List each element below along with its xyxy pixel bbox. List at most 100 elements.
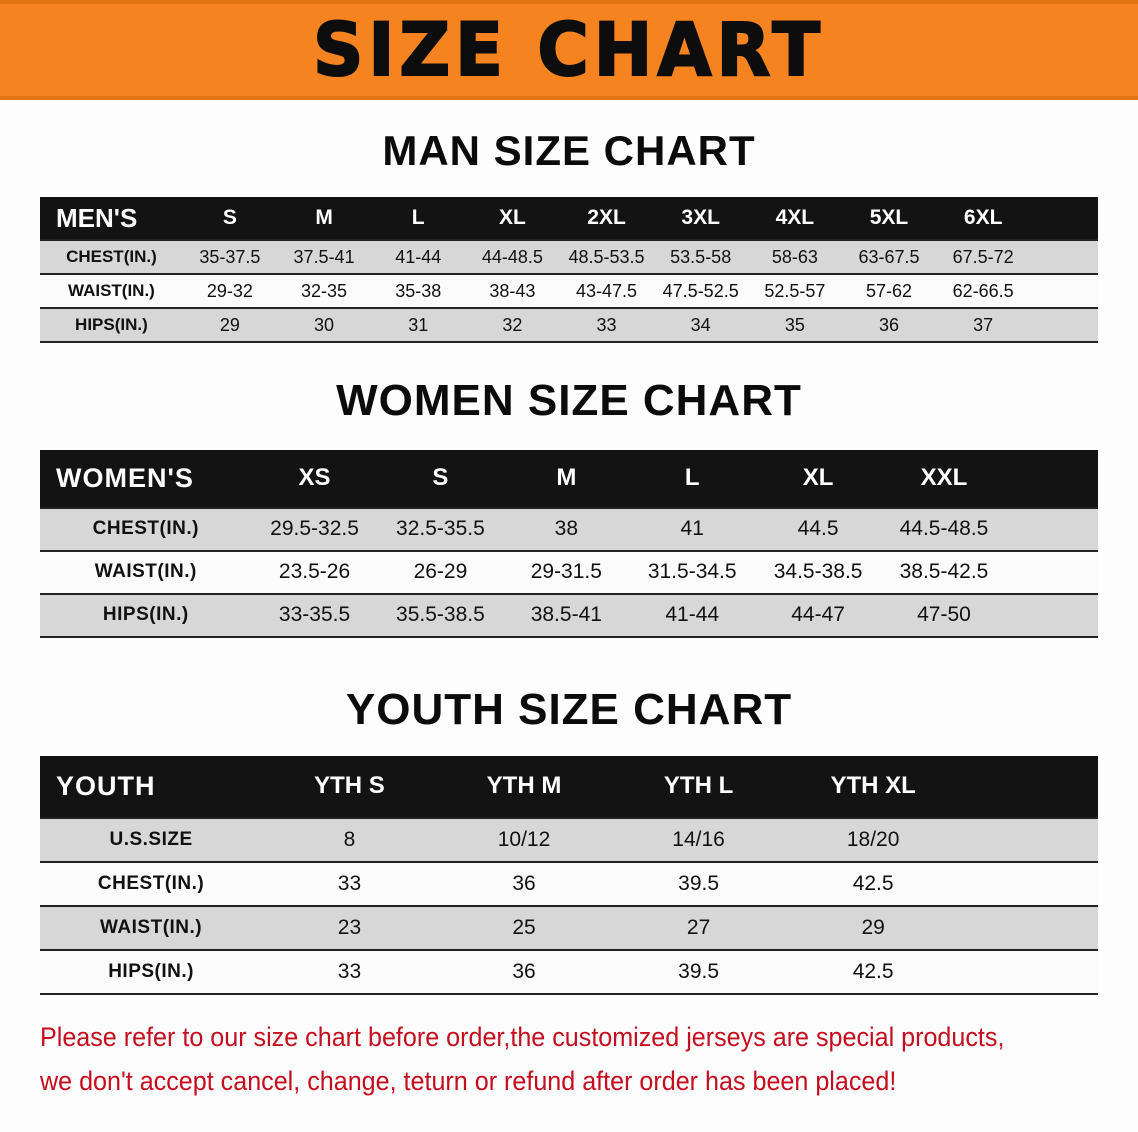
value-cell: 38-43: [465, 273, 560, 309]
value-cell: 27: [611, 904, 786, 950]
value-cell: 62-66.5: [936, 273, 1031, 309]
row-label-cell: CHEST(IN.): [40, 860, 263, 906]
value-cell: 44.5-48.5: [881, 506, 1007, 551]
value-cell: 8: [262, 816, 437, 862]
section-heading: WOMEN SIZE CHART: [336, 376, 802, 426]
measurement-row: CHEST(IN.) 35-37.5 37.5-41 41-44 44-48.5 48.5…: [40, 239, 1098, 275]
value-cell: 23: [262, 904, 437, 950]
size-header-cell: YTH M: [436, 755, 612, 818]
value-cell: 29: [785, 904, 961, 950]
spacer-cell: [960, 904, 1098, 950]
size-header-cell: S: [182, 197, 277, 241]
value-cell: 43-47.5: [559, 273, 654, 309]
value-cell: 23.5-26: [251, 549, 378, 594]
value-cell: 30: [276, 307, 372, 344]
value-cell: 38: [503, 506, 630, 551]
value-cell: 35: [747, 307, 842, 344]
row-label-cell: HIPS(IN.): [40, 592, 252, 638]
measurement-row: CHEST(IN.) 33 36 39.5 42.5: [40, 860, 1098, 906]
value-cell: 42.5: [785, 860, 961, 906]
spacer-cell: [960, 816, 1098, 862]
row-label-cell: CHEST(IN.): [40, 239, 183, 275]
spacer-cell: [1006, 449, 1098, 508]
size-header-cell: YTH XL: [785, 755, 961, 818]
spacer-cell: [1030, 197, 1098, 241]
value-cell: 34: [653, 307, 748, 344]
value-cell: 58-63: [747, 239, 842, 275]
spacer-cell: [1006, 592, 1098, 638]
value-cell: 32: [465, 307, 560, 344]
value-cell: 41: [629, 506, 756, 551]
men-size-table: MEN'S S M L XL 2XL 3XL 4XL 5XL 6XL CHEST(IN.) 35-37…: [40, 197, 1098, 344]
value-cell: 48.5-53.5: [559, 239, 654, 275]
section-men: MAN SIZE CHART MEN'S S M L XL 2XL 3XL 4XL 5XL 6XL C…: [0, 127, 1138, 344]
value-cell: 14/16: [611, 816, 786, 862]
value-cell: 37: [936, 307, 1031, 344]
youth-size-table: YOUTH YTH S YTH M YTH L YTH XL U.S.SIZE 8 10/12…: [40, 755, 1098, 995]
size-header-cell: XS: [251, 449, 378, 508]
value-cell: 36: [436, 860, 612, 906]
value-cell: 31.5-34.5: [629, 549, 756, 594]
size-header-cell: YTH L: [611, 755, 786, 818]
women-size-table: WOMEN'S XS S M L XL XXL CHEST(IN.) 29.5-32.5 32.5…: [40, 449, 1098, 638]
value-cell: 44.5: [755, 506, 882, 551]
size-header-cell: XL: [465, 197, 560, 241]
value-cell: 32-35: [276, 273, 372, 309]
value-cell: 52.5-57: [747, 273, 842, 309]
size-chart-banner: SIZE CHART: [0, 0, 1138, 100]
value-cell: 35.5-38.5: [377, 592, 504, 638]
value-cell: 33: [262, 948, 437, 995]
size-header-cell: XL: [755, 449, 882, 508]
header-row: WOMEN'S XS S M L XL XXL: [40, 449, 1098, 508]
value-cell: 33: [262, 860, 437, 906]
size-header-cell: M: [276, 197, 372, 241]
size-chart-sections: MAN SIZE CHART MEN'S S M L XL 2XL 3XL 4XL 5XL 6XL C…: [0, 127, 1138, 995]
value-cell: 44-47: [755, 592, 882, 638]
row-label-cell: CHEST(IN.): [40, 506, 252, 551]
measurement-row: WAIST(IN.) 23.5-26 26-29 29-31.5 31.5-34.5 34…: [40, 549, 1098, 594]
size-header-cell: 6XL: [936, 197, 1031, 241]
value-cell: 44-48.5: [465, 239, 560, 275]
measurement-row: CHEST(IN.) 29.5-32.5 32.5-35.5 38 41 44.5 44.5…: [40, 506, 1098, 551]
value-cell: 39.5: [611, 860, 786, 906]
size-header-cell: L: [629, 449, 756, 508]
value-cell: 29-32: [182, 273, 277, 309]
size-header-cell: 5XL: [841, 197, 937, 241]
value-cell: 29.5-32.5: [251, 506, 378, 551]
value-cell: 33-35.5: [251, 592, 378, 638]
size-header-cell: L: [371, 197, 466, 241]
table-title-cell: MEN'S: [40, 197, 183, 241]
value-cell: 25: [436, 904, 612, 950]
header-row: MEN'S S M L XL 2XL 3XL 4XL 5XL 6XL: [40, 197, 1098, 241]
value-cell: 35-38: [371, 273, 466, 309]
measurement-row: HIPS(IN.) 33-35.5 35.5-38.5 38.5-41 41-44 44-…: [40, 592, 1098, 638]
table-title-cell: WOMEN'S: [40, 449, 252, 508]
header-row: YOUTH YTH S YTH M YTH L YTH XL: [40, 755, 1098, 818]
measurement-row: WAIST(IN.) 23 25 27 29: [40, 904, 1098, 950]
value-cell: 47.5-52.5: [653, 273, 748, 309]
size-header-cell: YTH S: [262, 755, 437, 818]
value-cell: 26-29: [377, 549, 504, 594]
value-cell: 18/20: [785, 816, 961, 862]
value-cell: 29: [182, 307, 277, 344]
value-cell: 36: [436, 948, 612, 995]
row-label-cell: HIPS(IN.): [40, 307, 183, 344]
measurement-row: WAIST(IN.) 29-32 32-35 35-38 38-43 43-47.5 47.…: [40, 273, 1098, 309]
disclaimer-line: Please refer to our size chart before or…: [40, 1021, 1005, 1052]
value-cell: 63-67.5: [841, 239, 937, 275]
value-cell: 38.5-42.5: [881, 549, 1007, 594]
measurement-row: U.S.SIZE 8 10/12 14/16 18/20: [40, 816, 1098, 862]
value-cell: 37.5-41: [276, 239, 372, 275]
spacer-cell: [960, 948, 1098, 995]
value-cell: 42.5: [785, 948, 961, 995]
size-header-cell: 2XL: [559, 197, 654, 241]
disclaimer: Please refer to our size chart before or…: [40, 1015, 1138, 1103]
disclaimer-line: we don't accept cancel, change, teturn o…: [40, 1065, 897, 1096]
value-cell: 31: [371, 307, 466, 344]
section-youth: YOUTH SIZE CHART YOUTH YTH S YTH M YTH L YTH …: [0, 685, 1138, 995]
value-cell: 57-62: [841, 273, 937, 309]
value-cell: 35-37.5: [182, 239, 277, 275]
value-cell: 32.5-35.5: [377, 506, 504, 551]
spacer-cell: [960, 860, 1098, 906]
section-women: WOMEN SIZE CHART WOMEN'S XS S M L XL XXL CHEST(I…: [0, 376, 1138, 638]
